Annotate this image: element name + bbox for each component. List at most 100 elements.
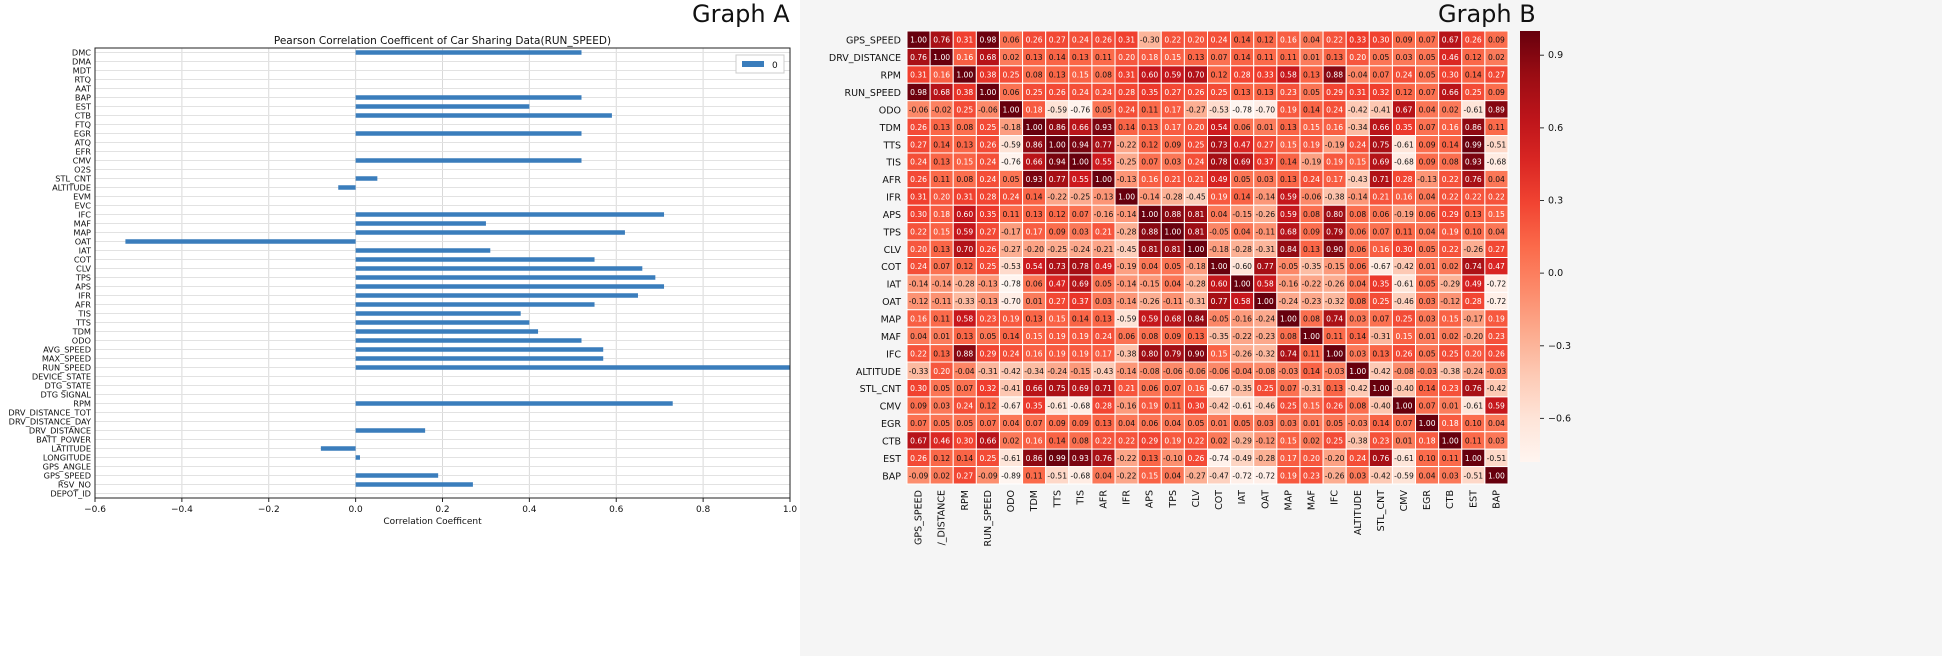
heatmap-value: 0.71 xyxy=(1372,175,1389,184)
heatmap-value: 0.07 xyxy=(1211,53,1228,62)
heatmap-value: 0.22 xyxy=(1187,436,1204,445)
category-label: BAP xyxy=(75,93,91,103)
heatmap-value: 0.11 xyxy=(1141,105,1158,114)
heatmap-value: 0.06 xyxy=(1003,36,1020,45)
heatmap-value: -0.19 xyxy=(1394,210,1414,219)
heatmap-value: -0.46 xyxy=(1394,297,1414,306)
heatmap-value: 0.31 xyxy=(1349,88,1366,97)
heatmap-value: 0.77 xyxy=(1049,175,1066,184)
heatmap-value: 1.00 xyxy=(1372,384,1389,393)
heatmap-value: 0.14 xyxy=(956,454,973,463)
heatmap-value: 0.78 xyxy=(1072,262,1089,271)
heatmap-value: 0.74 xyxy=(1280,349,1297,358)
heatmap-value: 0.19 xyxy=(1049,332,1066,341)
row-label: STL_CNT xyxy=(860,384,902,395)
heatmap-value: 0.99 xyxy=(1465,140,1482,149)
heatmap-value: -0.33 xyxy=(909,367,929,376)
heatmap-value: 0.20 xyxy=(933,367,950,376)
heatmap-value: 0.16 xyxy=(1396,193,1413,202)
heatmap-value: -0.17 xyxy=(1001,227,1021,236)
heatmap-value: 0.17 xyxy=(1095,349,1112,358)
bar xyxy=(355,293,638,298)
heatmap-value: 0.32 xyxy=(979,384,996,393)
heatmap-value: 0.13 xyxy=(1141,123,1158,132)
heatmap-value: 0.25 xyxy=(1372,297,1389,306)
heatmap-value: -0.60 xyxy=(1232,262,1252,271)
heatmap-value: -0.51 xyxy=(1487,140,1507,149)
heatmap-value: 0.18 xyxy=(1141,53,1158,62)
heatmap-value: -0.27 xyxy=(1186,471,1206,480)
heatmap-value: 1.00 xyxy=(1003,105,1020,114)
heatmap-value: 0.24 xyxy=(1349,454,1366,463)
category-label: GPS_ANGLE xyxy=(43,462,91,472)
heatmap-value: 0.13 xyxy=(1303,245,1320,254)
heatmap-value: -0.76 xyxy=(1071,105,1091,114)
heatmap-value: -0.06 xyxy=(1186,367,1206,376)
category-label: DEPOT_ID xyxy=(50,489,91,499)
heatmap-value: -0.18 xyxy=(1209,245,1229,254)
heatmap-value: 0.46 xyxy=(1442,53,1459,62)
heatmap-value: 0.14 xyxy=(1003,332,1020,341)
heatmap-value: 0.68 xyxy=(1280,227,1297,236)
heatmap-value: 0.12 xyxy=(956,262,973,271)
heatmap-value: 0.18 xyxy=(1419,436,1436,445)
heatmap-value: 0.29 xyxy=(1141,436,1158,445)
x-tick-label: −0.6 xyxy=(84,505,106,515)
row-label: CTB xyxy=(882,436,901,447)
heatmap-value: 0.04 xyxy=(1164,280,1181,289)
heatmap-value: -0.12 xyxy=(1255,436,1275,445)
heatmap-value: 0.04 xyxy=(1419,193,1436,202)
category-label: STL_CNT xyxy=(55,174,92,184)
heatmap-value: 0.26 xyxy=(1396,349,1413,358)
heatmap-value: 0.76 xyxy=(933,36,950,45)
bar xyxy=(355,221,486,226)
heatmap-value: 0.68 xyxy=(933,88,950,97)
heatmap-value: 0.14 xyxy=(1442,140,1459,149)
category-label: RUN_SPEED xyxy=(42,363,91,373)
heatmap-value: 0.08 xyxy=(1303,210,1320,219)
heatmap-value: 0.09 xyxy=(1419,158,1436,167)
category-label: IFR xyxy=(78,291,91,301)
heatmap-value: -0.31 xyxy=(1255,245,1275,254)
heatmap-value: 0.07 xyxy=(1141,158,1158,167)
bar xyxy=(355,266,643,271)
heatmap-value: -0.19 xyxy=(1325,140,1345,149)
heatmap-value: 0.24 xyxy=(1326,105,1343,114)
heatmap-value: 0.26 xyxy=(1026,36,1043,45)
heatmap-value: 0.01 xyxy=(1396,436,1413,445)
heatmap-value: 0.30 xyxy=(910,210,927,219)
heatmap-value: 0.76 xyxy=(1465,384,1482,393)
heatmap-value: 0.01 xyxy=(1303,53,1320,62)
heatmap-value: 0.20 xyxy=(1187,123,1204,132)
heatmap-value: 0.66 xyxy=(1072,123,1089,132)
heatmap-value: 0.90 xyxy=(1187,349,1204,358)
heatmap-value: 0.03 xyxy=(1442,471,1459,480)
heatmap-value: 0.07 xyxy=(1419,88,1436,97)
heatmap-value: 0.67 xyxy=(910,436,927,445)
heatmap-value: -0.26 xyxy=(1255,210,1275,219)
heatmap-value: 0.09 xyxy=(1488,88,1505,97)
heatmap-value: 0.06 xyxy=(1349,245,1366,254)
heatmap-value: 0.14 xyxy=(933,140,950,149)
heatmap-value: 0.06 xyxy=(1003,88,1020,97)
heatmap-value: 0.75 xyxy=(1372,140,1389,149)
heatmap-value: 0.38 xyxy=(956,88,973,97)
heatmap-value: -0.29 xyxy=(1440,280,1460,289)
column-label: EGR xyxy=(1422,490,1433,510)
heatmap-value: 0.06 xyxy=(1372,210,1389,219)
heatmap-value: 0.88 xyxy=(1326,71,1343,80)
heatmap-value: 0.11 xyxy=(1257,53,1274,62)
category-label: MAX_SPEED xyxy=(42,354,91,364)
heatmap-value: 0.13 xyxy=(956,140,973,149)
heatmap-value: 0.25 xyxy=(1396,314,1413,323)
heatmap-value: -0.16 xyxy=(1094,210,1114,219)
category-label: APS xyxy=(75,282,91,292)
heatmap-value: 0.02 xyxy=(1003,53,1020,62)
heatmap-value: -0.10 xyxy=(1163,454,1183,463)
heatmap-value: 0.14 xyxy=(1280,158,1297,167)
heatmap-value: 0.09 xyxy=(1164,140,1181,149)
heatmap-value: -0.78 xyxy=(1001,280,1021,289)
heatmap-value: -0.70 xyxy=(1001,297,1021,306)
category-label: ALTITUDE xyxy=(52,183,91,193)
heatmap-value: -0.43 xyxy=(1094,367,1114,376)
